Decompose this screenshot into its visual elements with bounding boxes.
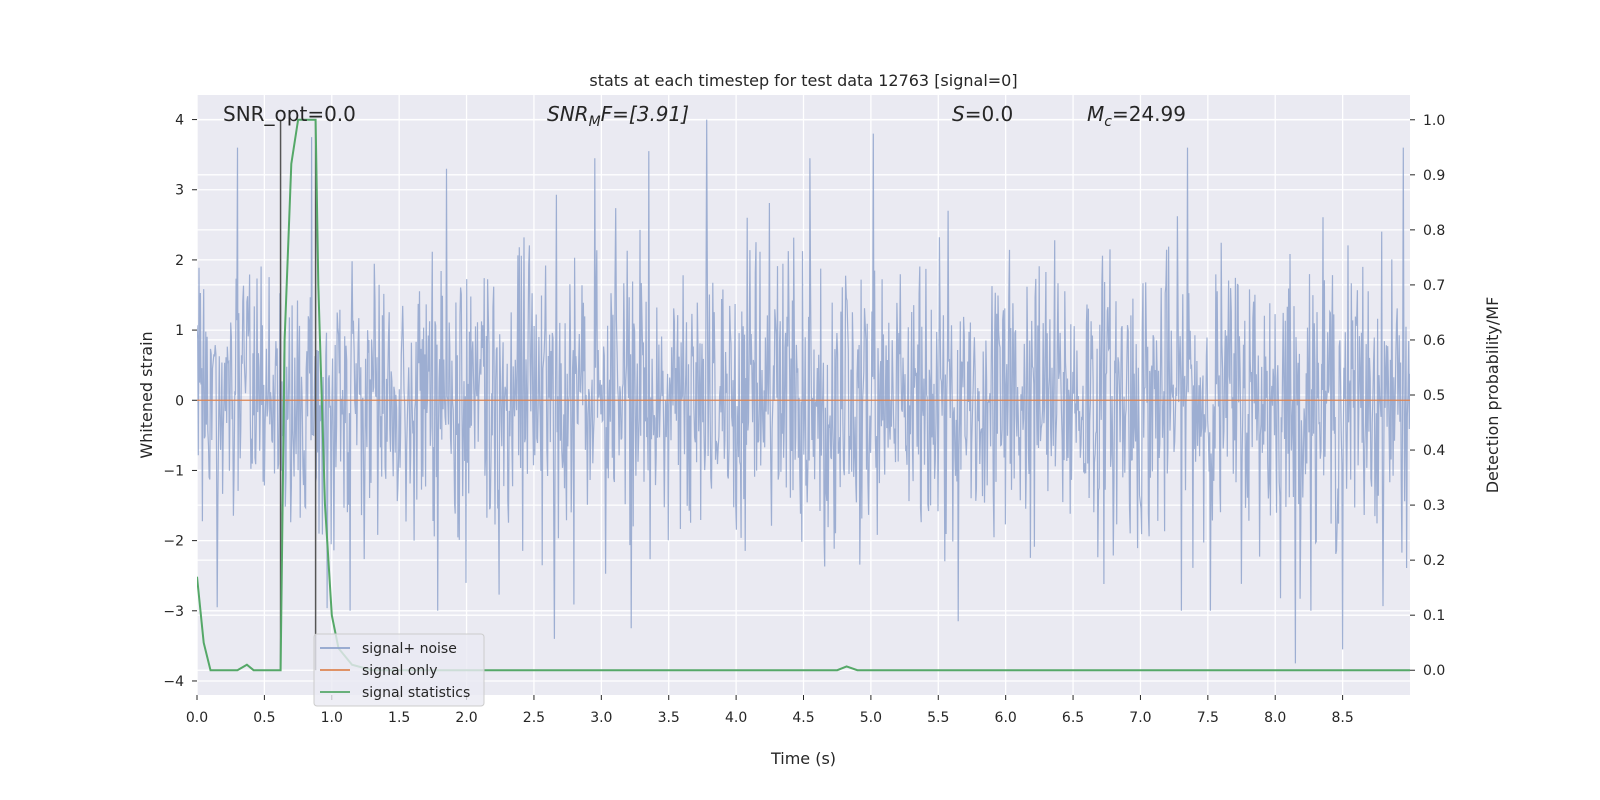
x-tick-label: 1.5 <box>388 710 410 726</box>
y-tick-label: −4 <box>163 674 184 690</box>
x-tick-label: 8.5 <box>1331 710 1353 726</box>
annotation-mc: Mc=24.99 <box>1087 102 1186 130</box>
x-tick-label: 6.0 <box>995 710 1017 726</box>
y-tick-label: −1 <box>163 463 184 479</box>
x-tick-label: 3.0 <box>590 710 612 726</box>
legend: signal+ noise signal only signal statistic… <box>313 633 485 707</box>
x-tick-label: 0.0 <box>186 710 208 726</box>
annotation-s: S=0.0 <box>952 102 1013 126</box>
y-tick-label: 0 <box>175 393 184 409</box>
y2-tick-label: 0.8 <box>1423 223 1445 239</box>
x-tick-label: 2.5 <box>523 710 545 726</box>
x-tick-label: 0.5 <box>253 710 275 726</box>
y-tick-label: 1 <box>175 323 184 339</box>
left-axis-ticks: 4 3 2 1 0 −1 −2 −3 −4 <box>163 113 197 690</box>
legend-label: signal statistics <box>362 685 470 701</box>
legend-label: signal only <box>362 663 437 679</box>
x-tick-label: 5.5 <box>927 710 949 726</box>
x-tick-label: 4.0 <box>725 710 747 726</box>
y-tick-label: 4 <box>175 113 184 129</box>
x-axis-ticks: 0.0 0.5 1.0 1.5 2.0 2.5 3.0 3.5 4.0 4.5 5.0 5.5 6.0 6… <box>186 695 1354 726</box>
y-tick-label: 2 <box>175 253 184 269</box>
annotation-snr-mf: SNRMF=[3.91] <box>547 102 689 130</box>
y2-tick-label: 0.3 <box>1423 498 1445 514</box>
y2-tick-label: 1.0 <box>1423 113 1445 129</box>
annotation-s-rest: =0.0 <box>965 102 1014 126</box>
legend-box <box>313 633 485 707</box>
x-tick-label: 2.0 <box>455 710 477 726</box>
chart-title: stats at each timestep for test data 127… <box>589 71 1017 90</box>
annotation-mc-base: M <box>1087 102 1104 126</box>
y2-tick-label: 0.7 <box>1423 278 1445 294</box>
y2-tick-label: 0.4 <box>1423 443 1445 459</box>
y-tick-label: 3 <box>175 183 184 199</box>
y-tick-label: −2 <box>163 534 184 550</box>
y2-tick-label: 0.9 <box>1423 168 1445 184</box>
legend-label: signal+ noise <box>362 641 457 657</box>
y2-axis-label: Detection probability/MF <box>1483 297 1502 494</box>
x-tick-label: 5.0 <box>860 710 882 726</box>
x-tick-label: 8.0 <box>1264 710 1286 726</box>
annotation-mc-rest: =24.99 <box>1112 102 1186 126</box>
x-tick-label: 1.0 <box>321 710 343 726</box>
y-axis-label: Whitened strain <box>137 331 156 458</box>
vertical-markers <box>279 119 317 671</box>
x-tick-label: 6.5 <box>1062 710 1084 726</box>
annotation-snr-mf-rest: F=[3.91] <box>601 102 689 126</box>
annotation-snr-opt: SNR_opt=0.0 <box>223 102 356 126</box>
y2-tick-label: 0.2 <box>1423 553 1445 569</box>
annotation-snr-mf-base: SNR <box>547 102 589 126</box>
annotation-mc-sub: c <box>1104 114 1112 130</box>
x-tick-label: 3.5 <box>658 710 680 726</box>
annotation-s-base: S <box>952 102 965 126</box>
x-tick-label: 7.5 <box>1197 710 1219 726</box>
y2-tick-label: 0.5 <box>1423 388 1445 404</box>
x-tick-label: 4.5 <box>792 710 814 726</box>
y2-tick-label: 0.6 <box>1423 333 1445 349</box>
x-axis-label: Time (s) <box>770 749 836 768</box>
y-tick-label: −3 <box>163 604 184 620</box>
x-tick-label: 7.0 <box>1129 710 1151 726</box>
annotation-snr-mf-sub: M <box>589 114 601 130</box>
right-axis-ticks: 1.0 0.9 0.8 0.7 0.6 0.5 0.4 0.3 0.2 0.1 0.0 <box>1410 113 1445 679</box>
y2-tick-label: 0.1 <box>1423 608 1445 624</box>
y2-tick-label: 0.0 <box>1423 663 1445 679</box>
series-signal-statistics-line <box>197 118 1410 672</box>
